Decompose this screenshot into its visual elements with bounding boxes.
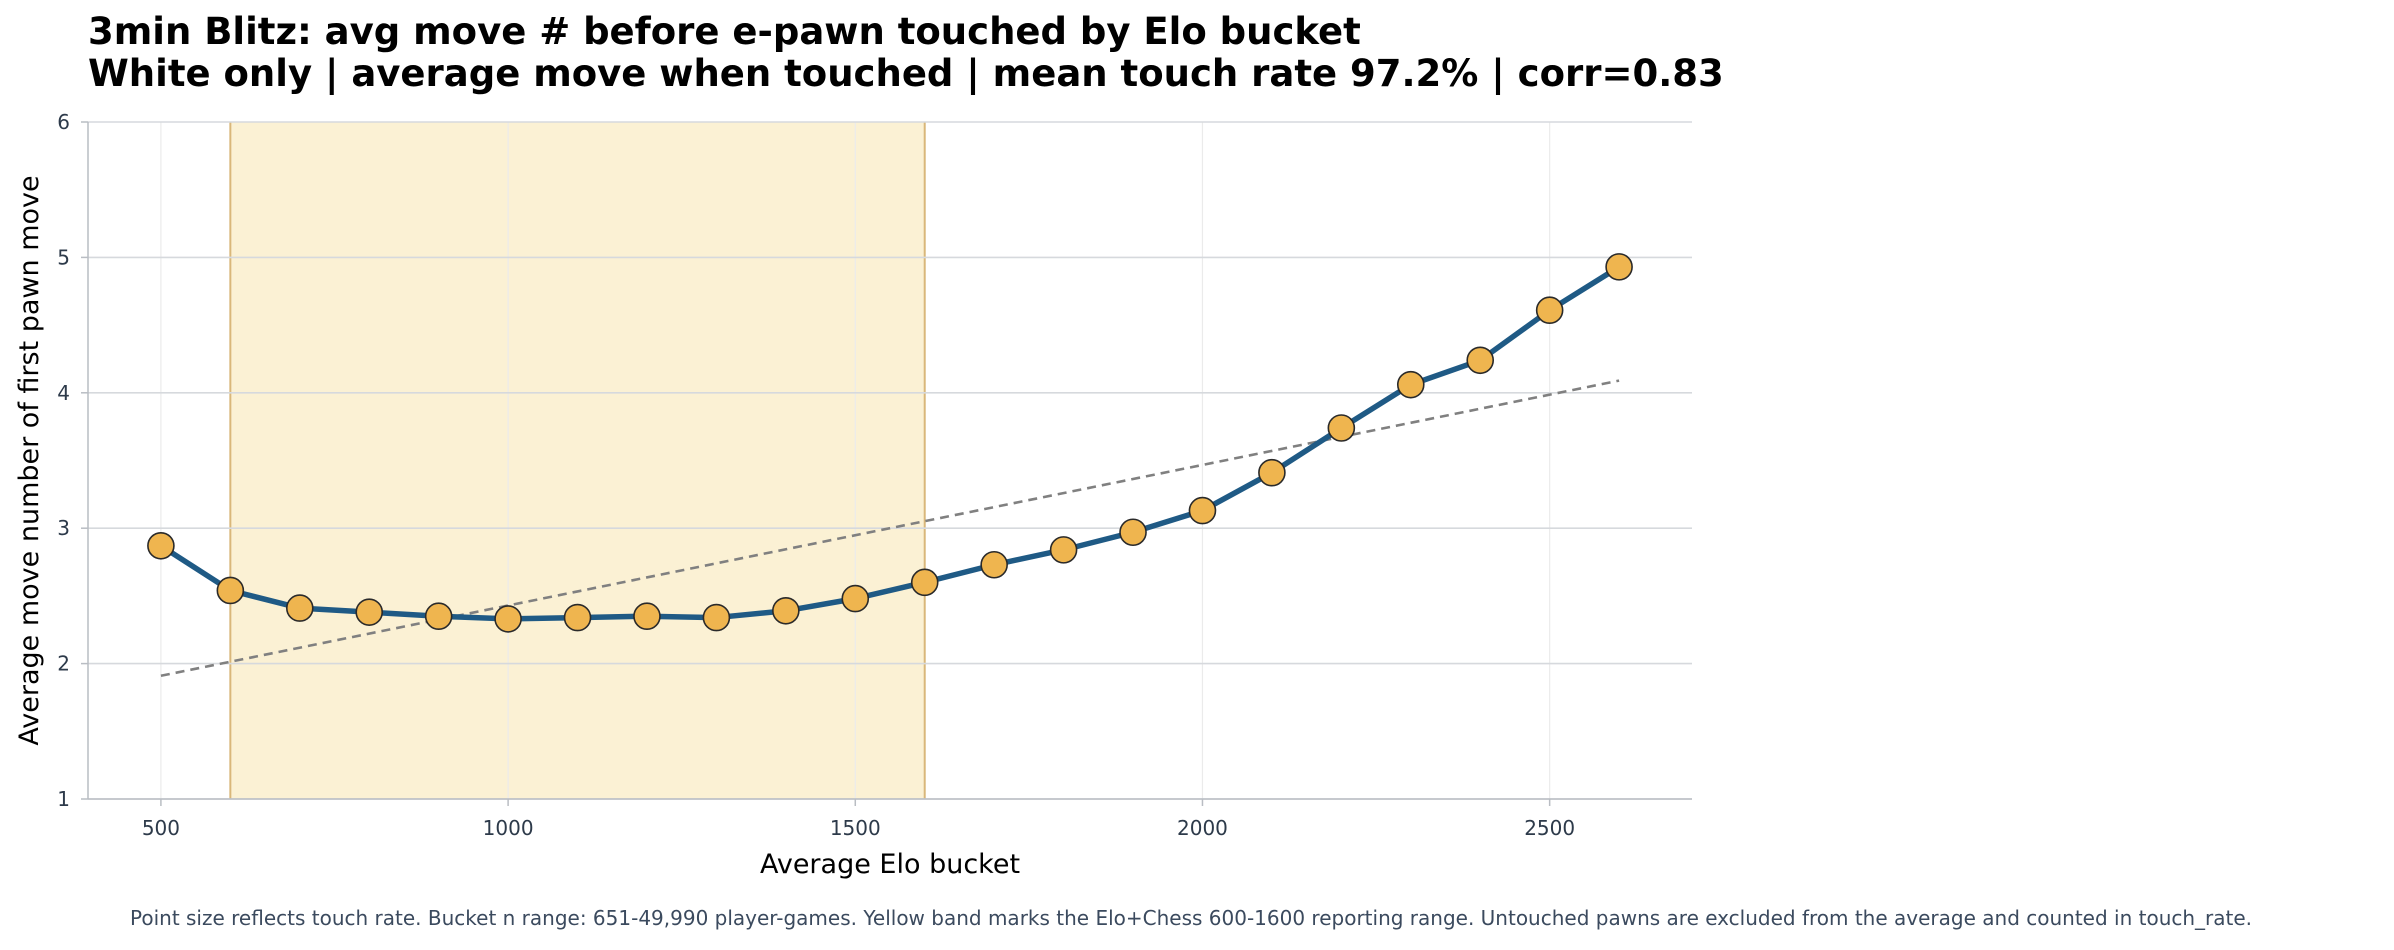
data-point [772, 596, 800, 625]
data-point [1119, 518, 1147, 547]
tick-label-layer: 500 1000 1500 2000 2500 1 2 3 4 5 6 [57, 110, 1575, 840]
data-point [355, 598, 384, 626]
data-point [1605, 253, 1633, 281]
x-tick-label: 1000 [483, 816, 534, 840]
data-point [1188, 496, 1217, 525]
y-tick-label: 2 [57, 652, 70, 676]
data-point [1535, 296, 1564, 325]
data-point [1396, 370, 1425, 399]
series-line [158, 264, 1622, 622]
chart-subtitle: White only | average move when touched |… [88, 52, 1724, 95]
data-point [147, 532, 175, 560]
y-tick-label: 6 [57, 110, 70, 134]
data-point [1049, 536, 1078, 564]
data-point [563, 603, 592, 632]
y-tick-label: 3 [57, 516, 70, 540]
x-tick-label: 1500 [830, 816, 881, 840]
data-point [841, 584, 870, 613]
x-tick-label: 2500 [1524, 816, 1575, 840]
data-point [285, 594, 314, 622]
trendline [160, 379, 1620, 678]
data-point [980, 550, 1008, 579]
chart-caption: Point size reflects touch rate. Bucket n… [130, 906, 2253, 930]
y-tick-label: 4 [57, 381, 70, 405]
y-axis-label: Average move number of first pawn move [14, 175, 45, 745]
x-tick-label: 500 [142, 816, 180, 840]
y-tick-label: 5 [57, 245, 70, 269]
data-point [216, 576, 245, 605]
data-point [494, 605, 522, 633]
highlight-band-layer [229, 122, 926, 799]
chart-title: 3min Blitz: avg move # before e-pawn tou… [88, 10, 1361, 53]
data-point [1466, 346, 1495, 375]
data-point [633, 602, 661, 631]
data-point [1327, 414, 1356, 442]
trendline-layer [160, 379, 1620, 678]
x-tick-label: 2000 [1177, 816, 1228, 840]
data-point [424, 602, 453, 631]
data-point [910, 568, 939, 597]
y-tick-label: 1 [57, 787, 70, 811]
series-layer [147, 253, 1633, 633]
data-point [702, 603, 731, 632]
data-point [1258, 458, 1286, 487]
x-axis-label: Average Elo bucket [760, 849, 1020, 880]
highlight-band [230, 122, 925, 799]
axis-layer [81, 121, 1692, 806]
